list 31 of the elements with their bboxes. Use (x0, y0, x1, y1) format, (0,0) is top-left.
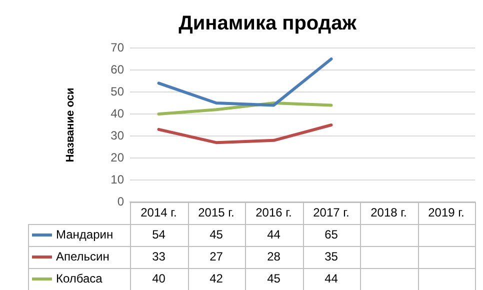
data-label: 45 (267, 271, 281, 286)
data-label: 44 (324, 271, 338, 286)
y-tick-label: 70 (110, 40, 124, 54)
y-tick-label: 40 (110, 106, 124, 120)
y-tick-label: 30 (110, 128, 124, 142)
legend-label: Колбаса (56, 271, 103, 286)
x-tick-label: 2017 г. (313, 205, 350, 220)
data-label: 44 (267, 227, 281, 242)
x-tick-label: 2018 г. (370, 205, 407, 220)
y-tick-label: 60 (110, 62, 124, 76)
data-label: 45 (210, 227, 224, 242)
y-tick-label: 10 (110, 172, 124, 186)
chart-title: Динамика продаж (178, 12, 358, 35)
data-label: 27 (210, 249, 224, 264)
x-tick-label: 2015 г. (198, 205, 234, 220)
x-tick-label: 2019 г. (428, 205, 464, 220)
x-tick-label: 2014 г. (140, 205, 177, 220)
data-label: 35 (324, 249, 338, 264)
data-label: 54 (152, 227, 166, 242)
data-label: 33 (152, 249, 166, 264)
y-tick-label: 50 (110, 84, 124, 98)
data-label: 42 (210, 271, 224, 286)
y-tick-label: 0 (117, 194, 124, 208)
legend-label: Апельсин (56, 249, 110, 264)
y-axis-title: Название оси (64, 88, 77, 162)
data-label: 40 (152, 271, 166, 286)
x-tick-label: 2016 г. (256, 205, 292, 220)
data-label: 65 (324, 227, 338, 242)
data-label: 28 (267, 249, 281, 264)
y-tick-label: 20 (110, 150, 124, 164)
legend-label: Мандарин (56, 227, 114, 242)
